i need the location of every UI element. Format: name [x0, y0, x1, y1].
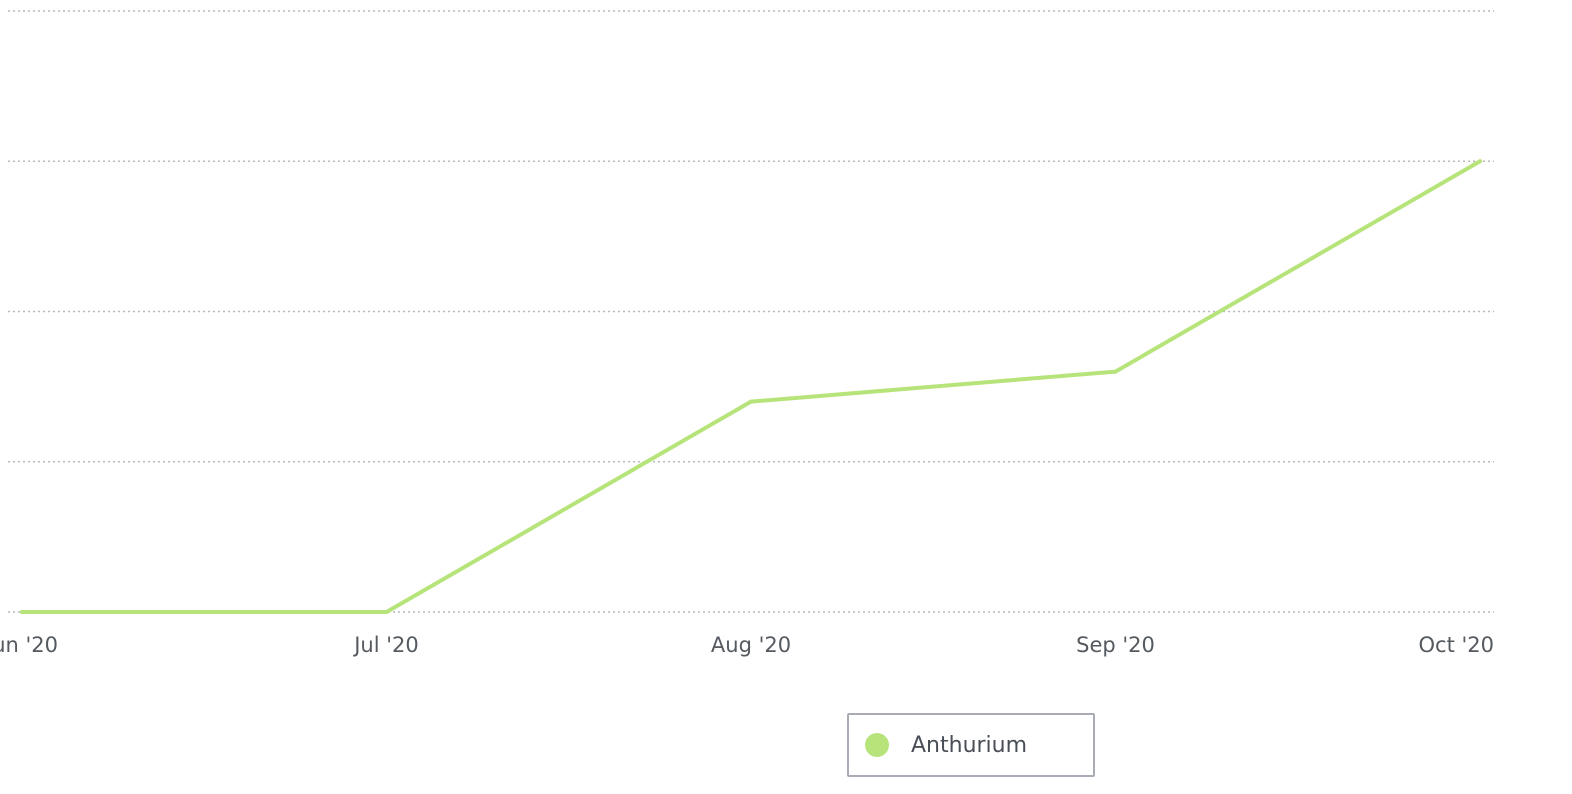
legend[interactable]: Anthurium — [847, 713, 1095, 777]
x-tick-label: Sep '20 — [1076, 633, 1155, 657]
x-tick-label: Aug '20 — [711, 633, 791, 657]
data-point[interactable] — [1478, 159, 1482, 164]
x-tick-label: Jul '20 — [352, 633, 419, 657]
series-layer — [20, 159, 1482, 614]
data-point[interactable] — [384, 610, 389, 614]
data-point[interactable] — [749, 399, 753, 404]
x-tick-label: Jun '20 — [0, 633, 58, 657]
x-tick-label: Oct '20 — [1419, 633, 1494, 657]
x-axis-tick-labels: Jun '20 Jul '20 Aug '20 Sep '20 Oct '20 — [0, 633, 1494, 657]
legend-swatch-anthurium — [865, 733, 889, 757]
legend-label-anthurium[interactable]: Anthurium — [911, 732, 1028, 758]
series-line-anthurium — [20, 159, 1482, 614]
data-point[interactable] — [1113, 369, 1118, 374]
data-point[interactable] — [20, 610, 24, 614]
gridlines — [8, 10, 1494, 613]
